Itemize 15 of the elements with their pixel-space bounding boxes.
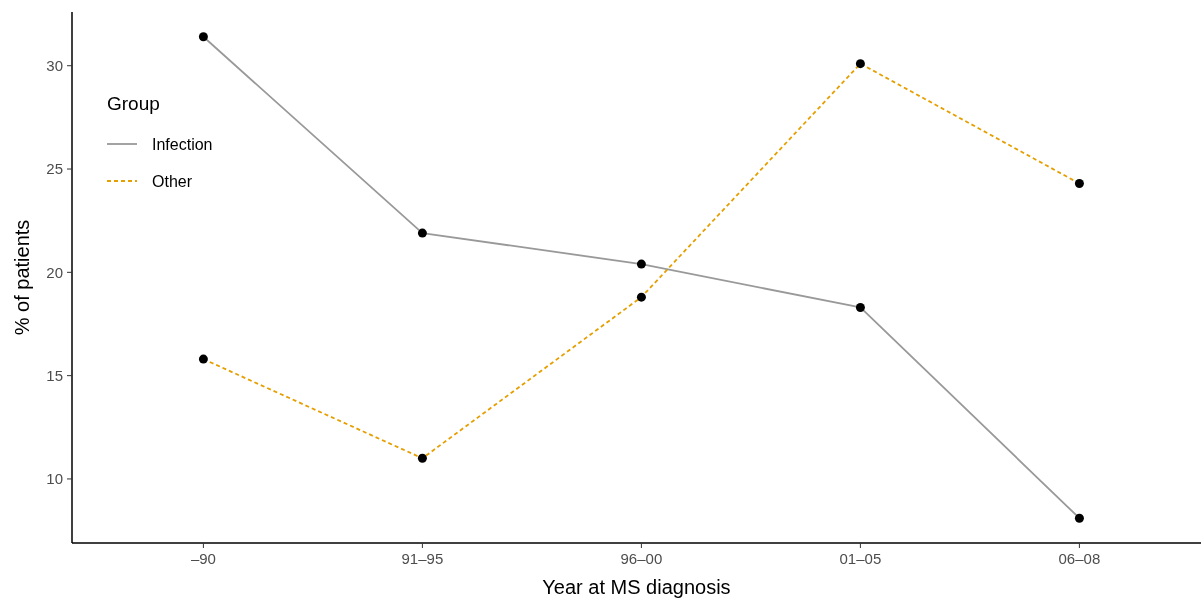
y-tick-label: 10 [46,470,63,488]
y-tick-label: 25 [46,160,63,178]
x-tick-label: 01–05 [839,550,882,567]
x-tick-label: 96–00 [620,550,663,567]
legend-label: Infection [152,135,213,153]
x-axis-title: Year at MS diagnosis [542,576,731,598]
y-tick-label: 15 [46,366,63,384]
x-tick-label: 06–08 [1058,550,1101,567]
y-tick-label: 20 [46,263,63,281]
x-tick-label: –90 [190,550,216,567]
legend-title: Group [107,92,160,114]
y-axis-title: % of patients [11,219,33,336]
legend-label: Other [152,172,193,190]
y-tick-label: 30 [46,56,63,74]
x-tick-label: 91–95 [401,550,444,567]
